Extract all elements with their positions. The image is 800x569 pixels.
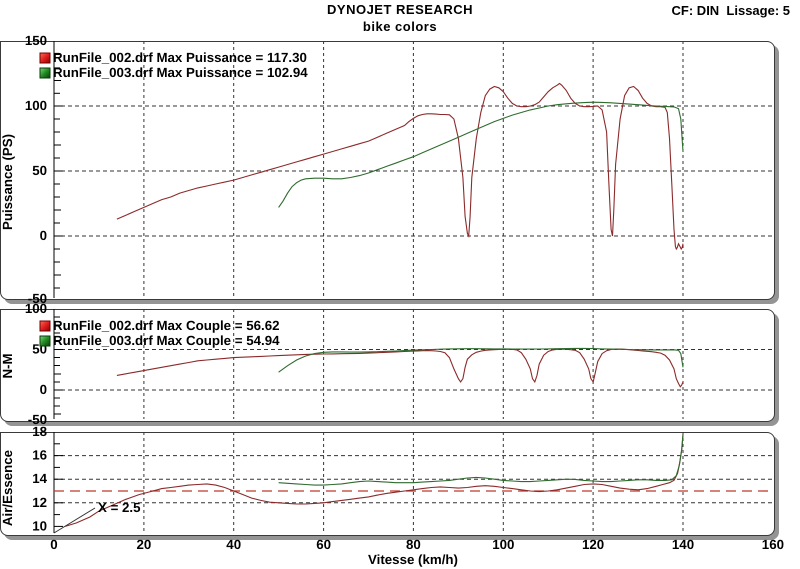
svg-text:150: 150 [25,33,47,48]
svg-text:Puissance (PS): Puissance (PS) [0,134,15,230]
svg-text:12: 12 [32,495,47,510]
svg-text:N-M: N-M [0,353,15,378]
svg-text:100: 100 [25,301,47,316]
svg-text:20: 20 [137,537,152,552]
svg-text:100: 100 [25,98,47,113]
svg-text:120: 120 [582,537,604,552]
svg-text:Vitesse (km/h): Vitesse (km/h) [368,552,458,567]
svg-text:RunFile_002.drf Max Couple = 5: RunFile_002.drf Max Couple = 56.62 [53,318,280,333]
svg-text:40: 40 [226,537,241,552]
svg-text:Air/Essence: Air/Essence [0,450,15,526]
svg-text:0: 0 [40,382,47,397]
svg-text:50: 50 [32,163,47,178]
svg-text:RunFile_002.drf Max Puissance: RunFile_002.drf Max Puissance = 117.30 [53,50,307,65]
svg-text:100: 100 [492,537,514,552]
svg-text:14: 14 [32,471,47,486]
svg-text:140: 140 [672,537,694,552]
svg-text:RunFile_003.drf Max Puissance: RunFile_003.drf Max Puissance = 102.94 [53,65,308,80]
svg-text:RunFile_003.drf Max Couple = 5: RunFile_003.drf Max Couple = 54.94 [53,333,280,348]
svg-text:10: 10 [32,518,47,533]
svg-text:X = 2.5: X = 2.5 [98,500,141,515]
svg-text:80: 80 [406,537,421,552]
svg-text:160: 160 [762,537,784,552]
svg-text:0: 0 [40,228,47,243]
svg-text:0: 0 [50,537,57,552]
svg-text:60: 60 [316,537,331,552]
svg-text:18: 18 [32,424,47,439]
svg-text:16: 16 [32,448,47,463]
